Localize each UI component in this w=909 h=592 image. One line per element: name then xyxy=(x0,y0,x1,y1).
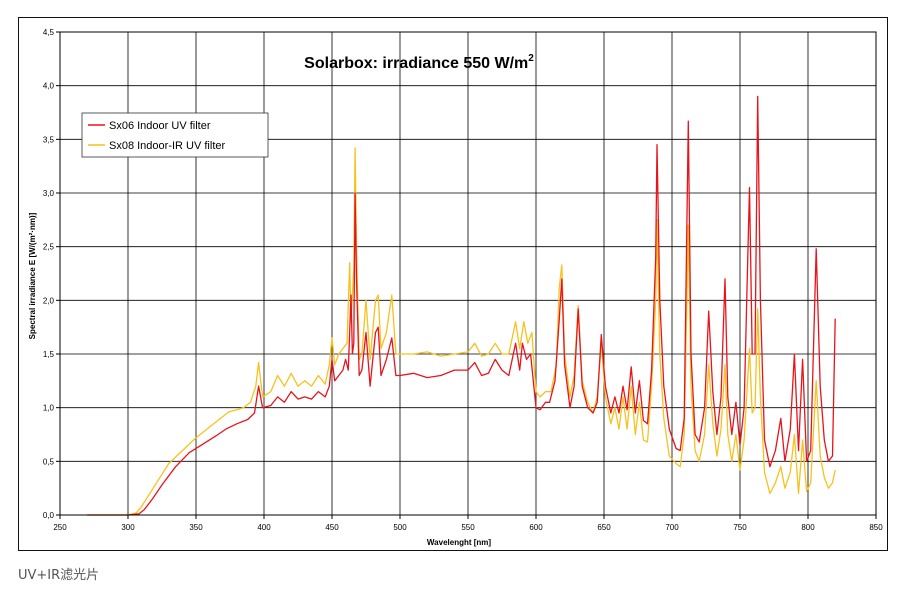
chart-title-text: Solarbox: irradiance 550 W/m xyxy=(304,55,528,72)
tick-labels: 250 300 350 400 450 500 550 600 650 700 750 800 850 0… xyxy=(43,28,883,532)
chart-svg: 250 300 350 400 450 500 550 600 650 700 750 800 850 0… xyxy=(19,18,887,550)
y-tick-label: 4,5 xyxy=(43,28,55,37)
y-tick-label: 4,0 xyxy=(43,82,55,91)
x-tick-label: 550 xyxy=(461,523,475,532)
chart-title-superscript: 2 xyxy=(528,53,534,64)
x-tick-label: 250 xyxy=(53,523,67,532)
series-group xyxy=(87,95,836,516)
legend-label-sx08: Sx08 Indoor-IR UV filter xyxy=(109,140,225,152)
x-tick-label: 500 xyxy=(393,523,407,532)
x-tick-label: 800 xyxy=(801,523,815,532)
legend-label-sx06: Sx06 Indoor UV filter xyxy=(109,120,211,132)
y-axis-label: Spectral irradiance E [W/(m²·nm)] xyxy=(28,212,37,339)
x-axis-label: Wavelenght [nm] xyxy=(427,538,491,547)
x-tick-label: 350 xyxy=(189,523,203,532)
y-tick-label: 2,0 xyxy=(43,296,55,305)
legend: Sx06 Indoor UV filter Sx08 Indoor-IR UV … xyxy=(81,112,269,158)
x-tick-label: 300 xyxy=(121,523,135,532)
y-tick-label: 3,0 xyxy=(43,189,55,198)
series-line-sx08 xyxy=(87,147,836,516)
y-tick-label: 0,5 xyxy=(43,457,55,466)
y-tick-label: 1,5 xyxy=(43,350,55,359)
y-tick-label: 1,0 xyxy=(43,404,55,413)
x-tick-label: 650 xyxy=(597,523,611,532)
series-line-sx06 xyxy=(87,95,836,516)
x-tick-label: 400 xyxy=(257,523,271,532)
image-caption: UV+IR滤光片 xyxy=(18,568,100,583)
y-tick-label: 0,0 xyxy=(43,511,55,520)
x-tick-label: 450 xyxy=(325,523,339,532)
y-tick-label: 2,5 xyxy=(43,243,55,252)
x-tick-label: 600 xyxy=(529,523,543,532)
chart-frame: 250 300 350 400 450 500 550 600 650 700 750 800 850 0… xyxy=(18,17,888,551)
y-tick-label: 3,5 xyxy=(43,135,55,144)
x-tick-label: 850 xyxy=(869,523,883,532)
chart-title: Solarbox: irradiance 550 W/m2 xyxy=(304,53,534,72)
x-tick-label: 750 xyxy=(733,523,747,532)
chart-background xyxy=(19,18,887,550)
x-tick-label: 700 xyxy=(665,523,679,532)
legend-box xyxy=(81,112,269,158)
